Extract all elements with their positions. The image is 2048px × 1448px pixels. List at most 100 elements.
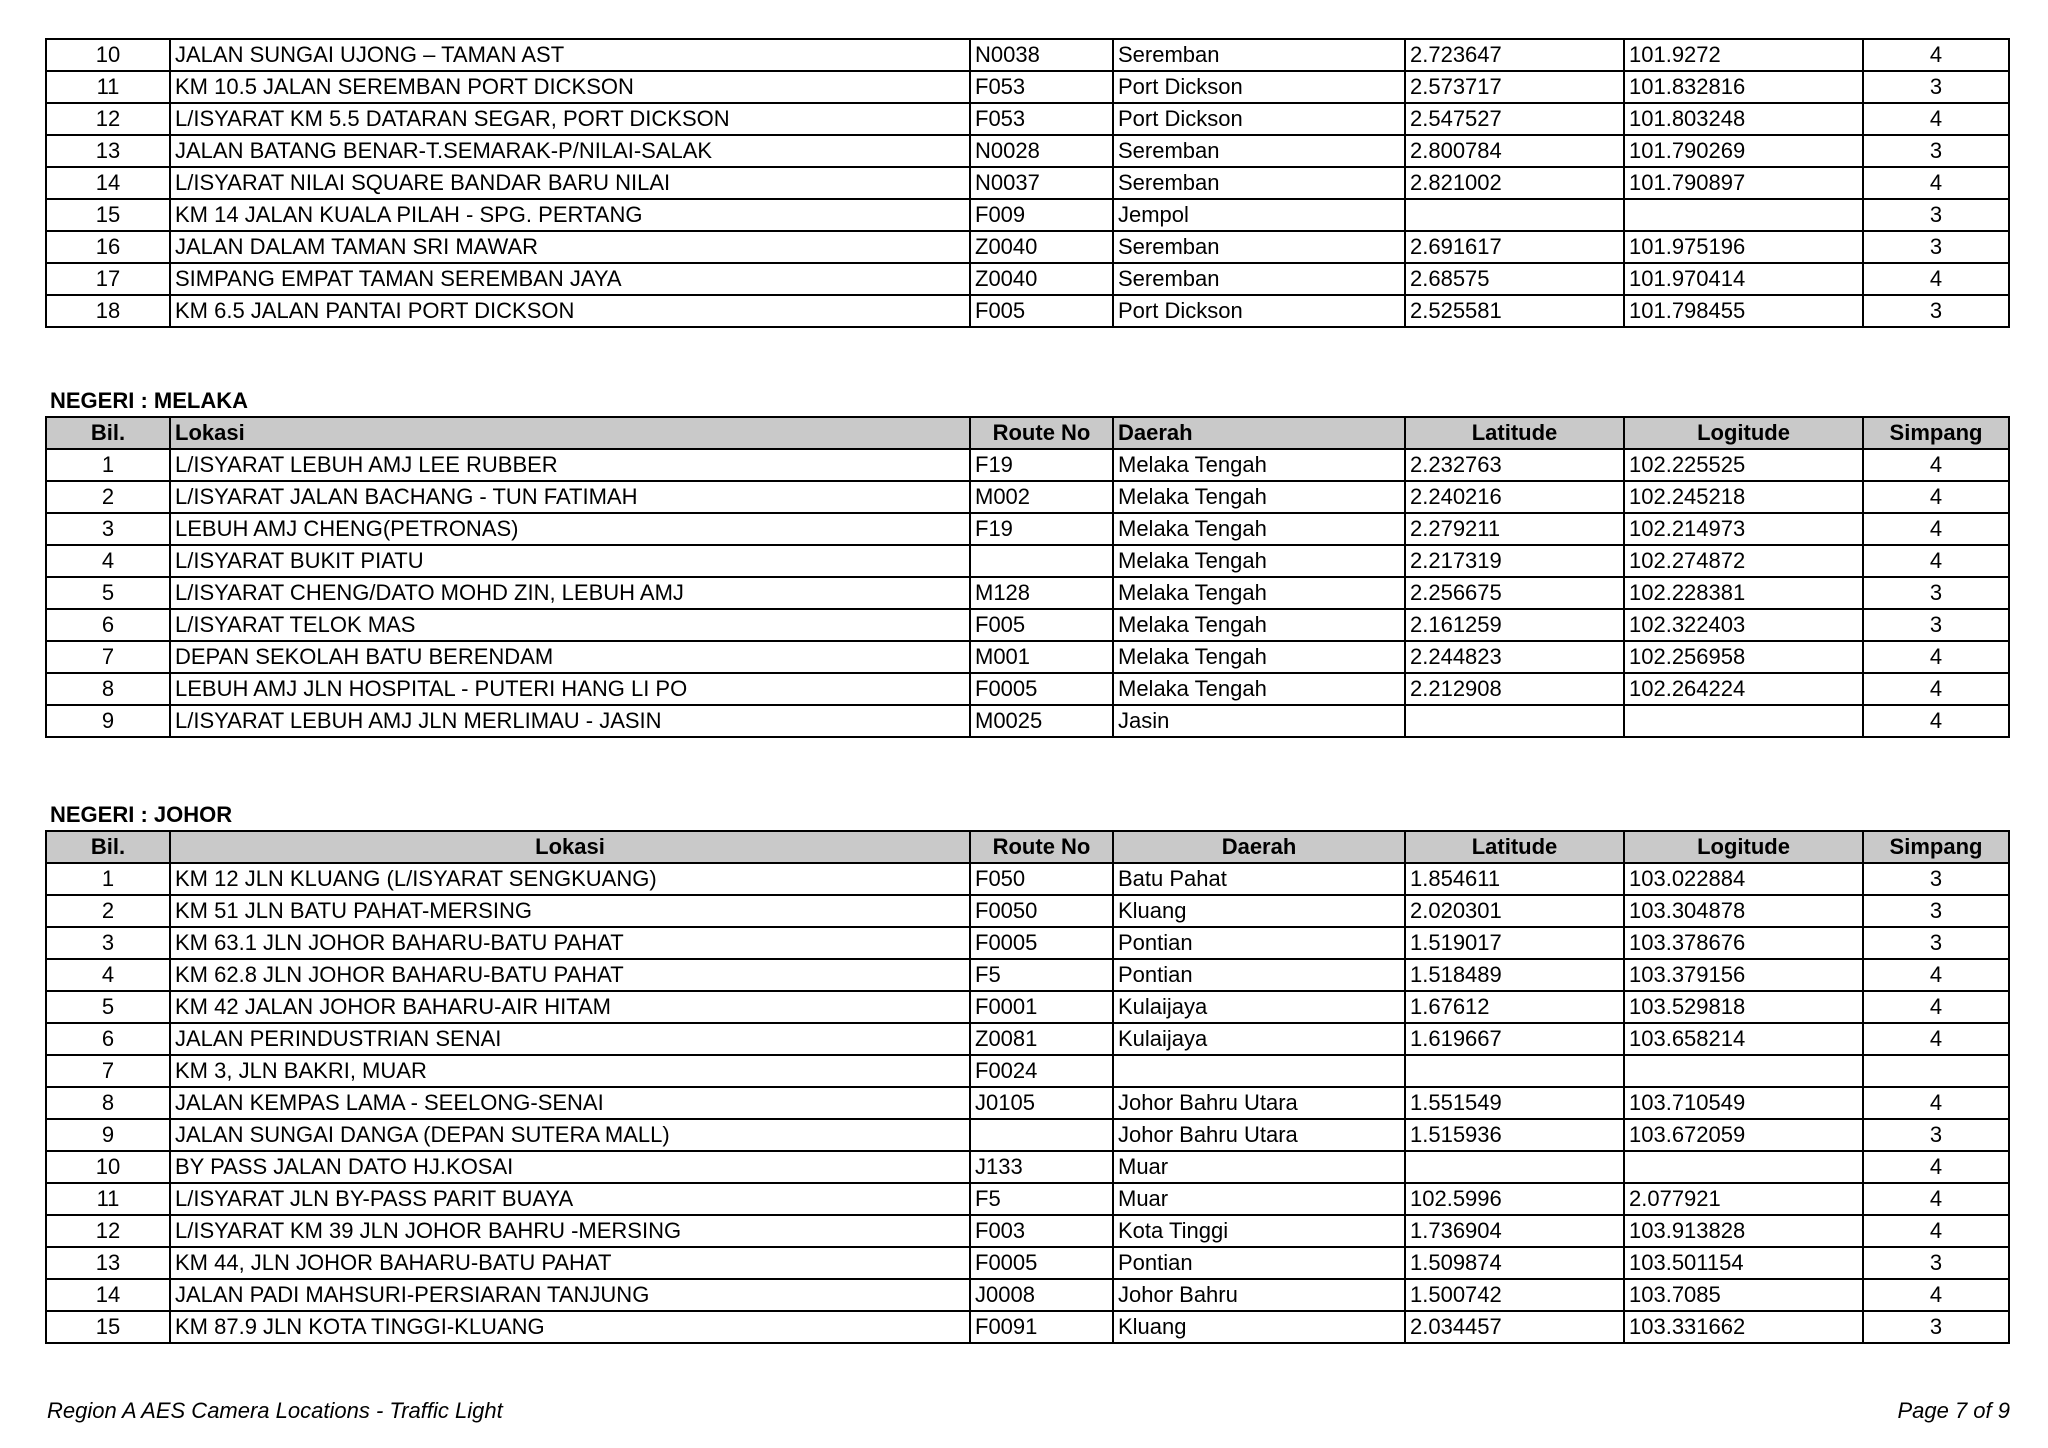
table-cell: 4 (1862, 1022, 2010, 1056)
table-cell: 12 (45, 1214, 171, 1248)
table-cell: 103.022884 (1623, 862, 1864, 896)
table-cell: 5 (45, 990, 171, 1024)
table-cell: Muar (1112, 1182, 1406, 1216)
table-cell: 103.710549 (1623, 1086, 1864, 1120)
header-cell: Logitude (1623, 830, 1864, 864)
table-cell: Pontian (1112, 1246, 1406, 1280)
table-cell: 4 (1862, 1278, 2010, 1312)
table-cell: KM 62.8 JLN JOHOR BAHARU-BATU PAHAT (169, 958, 971, 992)
table-cell: 11 (45, 1182, 171, 1216)
table-cell: 14 (45, 1278, 171, 1312)
header-cell: Bil. (45, 416, 171, 450)
table-cell: 2.240216 (1404, 480, 1625, 514)
table-cell: 3 (1862, 608, 2010, 642)
table-row: 14 JALAN PADI MAHSURI-PERSIARAN TANJUNG J0… (45, 1278, 2010, 1312)
header-cell: Simpang (1862, 830, 2010, 864)
table-cell: M001 (969, 640, 1114, 674)
table-cell: 101.832816 (1623, 70, 1864, 104)
table-cell: F053 (969, 102, 1114, 136)
table-cell: 7 (45, 1054, 171, 1088)
table-cell: Johor Bahru (1112, 1278, 1406, 1312)
table-cell: 4 (1862, 640, 2010, 674)
table-cell: 11 (45, 70, 171, 104)
header-cell: Simpang (1862, 416, 2010, 450)
table-cell: F0091 (969, 1310, 1114, 1344)
table-cell: LEBUH AMJ CHENG(PETRONAS) (169, 512, 971, 546)
table-cell (1623, 198, 1864, 232)
table-cell: 102.264224 (1623, 672, 1864, 706)
table-cell: 2.020301 (1404, 894, 1625, 928)
table-cell: F003 (969, 1214, 1114, 1248)
table-cell: 2.217319 (1404, 544, 1625, 578)
table-cell: 4 (45, 544, 171, 578)
table-cell: Seremban (1112, 134, 1406, 168)
table-cell: 2.525581 (1404, 294, 1625, 328)
table-row: 2 L/ISYARAT JALAN BACHANG - TUN FATIMAH M0… (45, 480, 2010, 514)
table-row: 8 LEBUH AMJ JLN HOSPITAL - PUTERI HANG LI… (45, 672, 2010, 706)
table-cell: 1 (45, 862, 171, 896)
table-cell: F0001 (969, 990, 1114, 1024)
table-cell: 2.212908 (1404, 672, 1625, 706)
table-cell: Batu Pahat (1112, 862, 1406, 896)
table-cell: 4 (1862, 544, 2010, 578)
table-cell: 103.501154 (1623, 1246, 1864, 1280)
table-cell: 10 (45, 38, 171, 72)
table-cell: SIMPANG EMPAT TAMAN SEREMBAN JAYA (169, 262, 971, 296)
table-cell: 102.5996 (1404, 1182, 1625, 1216)
table-cell: 4 (1862, 262, 2010, 296)
table-cell: Kluang (1112, 894, 1406, 928)
table-cell: JALAN KEMPAS LAMA - SEELONG-SENAI (169, 1086, 971, 1120)
table-cell: 2 (45, 480, 171, 514)
table-cell: 1 (45, 448, 171, 482)
table-cell: 3 (45, 512, 171, 546)
table-cell: 2.256675 (1404, 576, 1625, 610)
table-cell: 6 (45, 608, 171, 642)
table-row: 7 KM 3, JLN BAKRI, MUAR F0024 (45, 1054, 2010, 1088)
table-cell: 3 (1862, 134, 2010, 168)
table-cell: 17 (45, 262, 171, 296)
table-cell: 2.547527 (1404, 102, 1625, 136)
header-cell: Daerah (1112, 416, 1406, 450)
table-cell: 2.232763 (1404, 448, 1625, 482)
table-cell: 2.800784 (1404, 134, 1625, 168)
table-cell: Pontian (1112, 958, 1406, 992)
table-cell: 4 (1862, 448, 2010, 482)
table-row: 4 L/ISYARAT BUKIT PIATU Melaka Tengah 2.217… (45, 544, 2010, 578)
table-cell: Z0081 (969, 1022, 1114, 1056)
table-cell: J0008 (969, 1278, 1114, 1312)
table-cell: 3 (1862, 1310, 2010, 1344)
table-cell: 101.790897 (1623, 166, 1864, 200)
table-cell: Melaka Tengah (1112, 576, 1406, 610)
table-cell: Melaka Tengah (1112, 640, 1406, 674)
table-cell: 3 (1862, 576, 2010, 610)
table-cell: L/ISYARAT KM 5.5 DATARAN SEGAR, PORT DIC… (169, 102, 971, 136)
table-cell: 102.256958 (1623, 640, 1864, 674)
table-cell: 1.551549 (1404, 1086, 1625, 1120)
table-cell: 18 (45, 294, 171, 328)
table-cell: JALAN SUNGAI UJONG – TAMAN AST (169, 38, 971, 72)
table-row: 6 L/ISYARAT TELOK MAS F005 Melaka Tengah 2.1… (45, 608, 2010, 642)
table-cell: 3 (1862, 70, 2010, 104)
table-cell (969, 1118, 1114, 1152)
table-cell: F0005 (969, 1246, 1114, 1280)
table-cell: BY PASS JALAN DATO HJ.KOSAI (169, 1150, 971, 1184)
table-cell: Seremban (1112, 166, 1406, 200)
table-cell: F19 (969, 448, 1114, 482)
table-row: 5 L/ISYARAT CHENG/DATO MOHD ZIN, LEBUH AM… (45, 576, 2010, 610)
table-cell: 4 (1862, 704, 2010, 738)
table-cell: 5 (45, 576, 171, 610)
table-cell (1862, 1054, 2010, 1088)
table-row: 10 JALAN SUNGAI UJONG – TAMAN AST N0038 Ser… (45, 38, 2010, 72)
table-cell: 103.378676 (1623, 926, 1864, 960)
table-row: 13 JALAN BATANG BENAR-T.SEMARAK-P/NILAI-S… (45, 134, 2010, 168)
table-cell: Melaka Tengah (1112, 512, 1406, 546)
table-cell: F19 (969, 512, 1114, 546)
table-cell: KM 42 JALAN JOHOR BAHARU-AIR HITAM (169, 990, 971, 1024)
table-cell: Melaka Tengah (1112, 544, 1406, 578)
table-row: 7 DEPAN SEKOLAH BATU BERENDAM M001 Melaka T… (45, 640, 2010, 674)
table-cell: 3 (1862, 294, 2010, 328)
table-cell: Jempol (1112, 198, 1406, 232)
table-cell: KM 51 JLN BATU PAHAT-MERSING (169, 894, 971, 928)
table-cell: 4 (1862, 166, 2010, 200)
table-cell: 101.803248 (1623, 102, 1864, 136)
